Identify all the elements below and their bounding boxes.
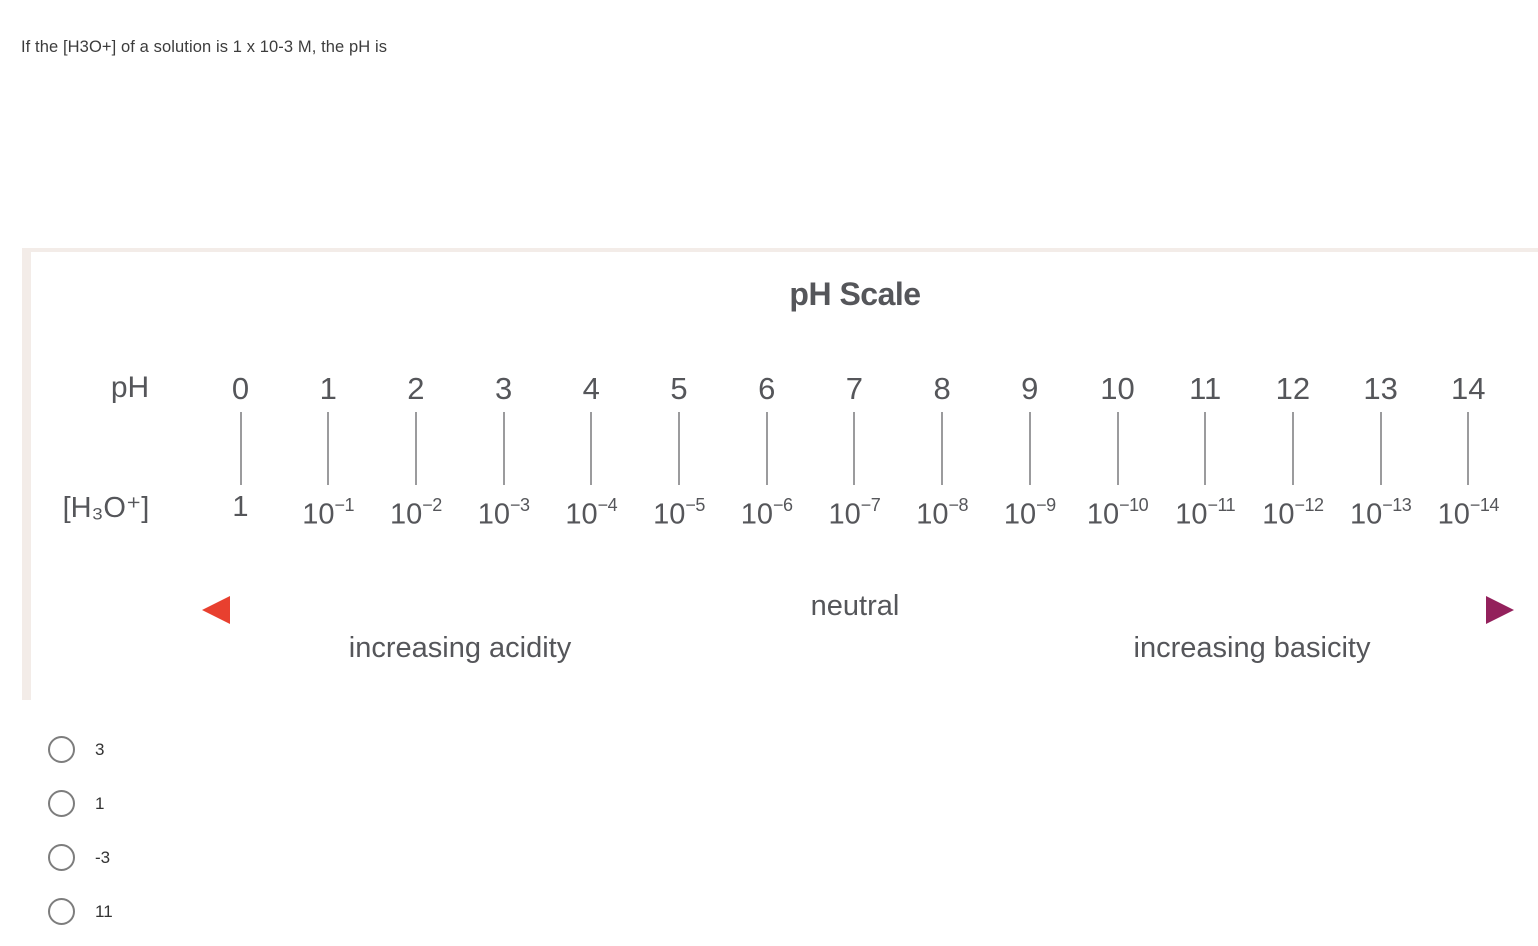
ph-value: 5 bbox=[670, 371, 688, 406]
question-text: If the [H3O+] of a solution is 1 x 10-3 … bbox=[21, 38, 388, 56]
ph-value: 9 bbox=[1021, 371, 1039, 406]
h3o-concentration-value: 10−3 bbox=[477, 495, 530, 531]
h3o-concentration-value: 10−11 bbox=[1175, 495, 1236, 531]
scale-tick-ph-8: 8 10−8 bbox=[898, 372, 986, 532]
h3o-concentration-value: 10−5 bbox=[653, 495, 705, 531]
diagram-title: pH Scale bbox=[789, 276, 921, 312]
ph-value: 11 bbox=[1189, 371, 1222, 406]
tick-line bbox=[1291, 412, 1294, 485]
ph-value: 13 bbox=[1363, 371, 1398, 406]
h3o-concentration-value: 10−8 bbox=[916, 495, 968, 531]
h3o-concentration-value: 10−6 bbox=[740, 495, 793, 531]
tick-line bbox=[941, 412, 944, 485]
h3o-concentration-value: 1 bbox=[232, 491, 249, 523]
answer-options: 3 1 -3 11 bbox=[48, 736, 113, 946]
scale-tick-ph-14: 14 10−14 bbox=[1424, 372, 1512, 532]
h3o-concentration-value: 10−9 bbox=[1003, 495, 1056, 531]
h3o-concentration-value: 10−13 bbox=[1349, 495, 1412, 531]
ph-scale-ticks: 0 1 1 10−1 2 10−2 3 10−3 4 10−4 5 10−5 6 10−6 7 10−7 8 10… bbox=[31, 252, 1538, 700]
radio-button-icon[interactable] bbox=[48, 736, 75, 763]
radio-button-icon[interactable] bbox=[48, 844, 75, 871]
ph-value: 4 bbox=[582, 371, 600, 406]
tick-line bbox=[502, 412, 505, 485]
h3o-row-label: [H₃O⁺] bbox=[62, 492, 150, 524]
answer-option-2[interactable]: 1 bbox=[48, 790, 113, 817]
ph-value: 6 bbox=[758, 371, 776, 406]
increasing-acidity-label: increasing acidity bbox=[348, 632, 572, 664]
tick-line bbox=[678, 412, 680, 485]
h3o-concentration-value: 10−10 bbox=[1086, 495, 1149, 531]
increasing-basicity-label: increasing basicity bbox=[1133, 632, 1371, 664]
h3o-concentration-value: 10−14 bbox=[1437, 495, 1500, 531]
answer-option-label: -3 bbox=[95, 847, 111, 867]
ph-value: 14 bbox=[1451, 371, 1486, 406]
neutral-label: neutral bbox=[810, 590, 900, 622]
h3o-concentration-value: 10−7 bbox=[828, 495, 881, 531]
ph-value: 0 bbox=[231, 371, 250, 406]
scale-tick-ph-1: 1 10−1 bbox=[284, 372, 372, 532]
ph-value: 10 bbox=[1100, 371, 1135, 406]
answer-option-label: 11 bbox=[95, 901, 113, 921]
scale-tick-ph-12: 12 10−12 bbox=[1249, 372, 1337, 532]
scale-tick-ph-6: 6 10−6 bbox=[723, 372, 811, 532]
scale-tick-ph-5: 5 10−5 bbox=[635, 372, 723, 532]
scale-tick-ph-4: 4 10−4 bbox=[547, 372, 635, 532]
h3o-concentration-value: 10−2 bbox=[389, 495, 442, 531]
answer-option-1[interactable]: 3 bbox=[48, 736, 113, 763]
ph-scale-diagram: pH Scale pH [H₃O⁺] 0 1 1 10−1 2 10−2 3 10−3 4 10−… bbox=[22, 248, 1538, 700]
scale-tick-ph-2: 2 10−2 bbox=[372, 372, 460, 532]
base-arrowhead-icon bbox=[1486, 596, 1514, 624]
tick-line bbox=[239, 412, 242, 485]
ph-value: 7 bbox=[845, 371, 864, 406]
radio-button-icon[interactable] bbox=[48, 898, 75, 925]
answer-option-label: 3 bbox=[95, 739, 105, 759]
tick-line bbox=[1028, 412, 1031, 485]
tick-line bbox=[1467, 412, 1470, 485]
scale-tick-ph-3: 3 10−3 bbox=[460, 372, 548, 532]
answer-option-4[interactable]: 11 bbox=[48, 898, 113, 925]
h3o-concentration-value: 10−12 bbox=[1262, 495, 1324, 531]
tick-line bbox=[1116, 412, 1119, 485]
h3o-concentration-value: 10−1 bbox=[302, 495, 355, 531]
ph-value: 3 bbox=[494, 371, 513, 406]
answer-option-3[interactable]: -3 bbox=[48, 844, 113, 871]
ph-value: 12 bbox=[1275, 371, 1311, 406]
tick-line bbox=[414, 412, 417, 485]
acid-arrowhead-icon bbox=[202, 596, 230, 624]
tick-line bbox=[590, 412, 593, 485]
h3o-concentration-value: 10−4 bbox=[565, 495, 618, 531]
answer-option-label: 1 bbox=[95, 793, 105, 813]
ph-row-label: pH bbox=[110, 371, 150, 404]
scale-tick-ph-11: 11 10−11 bbox=[1161, 372, 1249, 532]
tick-line bbox=[327, 412, 330, 485]
radio-button-icon[interactable] bbox=[48, 790, 75, 817]
scale-tick-ph-13: 13 10−13 bbox=[1337, 372, 1425, 532]
scale-tick-ph-9: 9 10−9 bbox=[986, 372, 1074, 532]
ph-value: 2 bbox=[407, 371, 425, 406]
ph-value: 1 bbox=[319, 371, 337, 406]
tick-line bbox=[1204, 412, 1207, 485]
tick-line bbox=[1379, 412, 1382, 485]
tick-line bbox=[853, 412, 856, 485]
scale-tick-ph-10: 10 10−10 bbox=[1074, 372, 1162, 532]
scale-tick-ph-7: 7 10−7 bbox=[810, 372, 898, 532]
ph-value: 8 bbox=[933, 371, 951, 406]
tick-line bbox=[765, 412, 768, 485]
